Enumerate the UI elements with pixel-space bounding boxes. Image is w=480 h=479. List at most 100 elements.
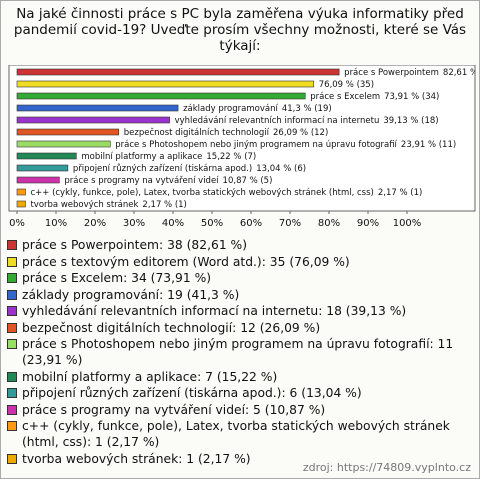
value-label: 73,91 % (34) xyxy=(384,92,439,102)
category-label: práce s Photoshopem nebo jiným programem… xyxy=(115,140,397,150)
legend-label: bezpečnost digitálních technologií: 12 (… xyxy=(22,320,321,335)
value-label: 26,09 % (12) xyxy=(273,128,328,138)
category-label: připojení různých zařízení (tiskárna apo… xyxy=(73,163,252,174)
bar xyxy=(16,80,315,88)
legend-item: bezpečnost digitálních technologií: 12 (… xyxy=(7,320,471,336)
legend-label: práce s Excelem: 34 (73,91 %) xyxy=(22,271,212,285)
category-label: vyhledávání relevantních informací na in… xyxy=(175,116,380,126)
category-label: bezpečnost digitálních technologií xyxy=(124,127,270,138)
bar-label: práce s Photoshopem nebo jiným programem… xyxy=(115,140,456,150)
x-tick-label: 20% xyxy=(84,218,106,229)
legend-swatch xyxy=(7,322,17,333)
bar-label: 76,09 % (35) xyxy=(319,80,374,90)
bar xyxy=(16,92,306,100)
category-label: základy programování xyxy=(183,104,278,114)
legend-swatch xyxy=(7,256,17,267)
bar-label: vyhledávání relevantních informací na in… xyxy=(175,116,439,126)
bar xyxy=(16,68,340,76)
source: zdroj: https://74809.vyplnto.cz xyxy=(302,461,471,474)
value-label: 10,87 % (5) xyxy=(223,176,273,186)
legend-item: práce s Photoshopem nebo jiným programem… xyxy=(7,336,471,368)
legend-item: práce s textovým editorem (Word atd.): 3… xyxy=(7,254,471,270)
plot-area xyxy=(8,65,476,212)
value-label: 39,13 % (18) xyxy=(383,116,438,126)
legend-item: mobilní platformy a aplikace: 7 (15,22 %… xyxy=(7,369,471,385)
legend-swatch xyxy=(7,306,17,316)
value-label: 15,22 % (7) xyxy=(206,152,256,162)
legend: práce s Powerpointem: 38 (82,61 %) práce … xyxy=(7,237,471,467)
legend-swatch xyxy=(7,240,17,250)
legend-swatch xyxy=(7,388,17,398)
legend-swatch xyxy=(7,404,17,415)
x-tick-label: 40% xyxy=(162,218,184,229)
bar xyxy=(16,152,77,160)
bar-label: práce s programy na vytváření videí 10,87… xyxy=(64,176,272,186)
legend-item: tvorba webových stránek: 1 (2,17 %) xyxy=(7,451,471,467)
legend-item: práce s Powerpointem: 38 (82,61 %) xyxy=(7,237,471,253)
bar-label: mobilní platformy a aplikace 15,22 % (7) xyxy=(81,152,256,162)
category-label: tvorba webových stránek xyxy=(30,200,138,210)
bar xyxy=(16,104,179,112)
bar xyxy=(16,200,26,208)
x-tick-label: 0% xyxy=(9,218,25,229)
x-tick-label: 50% xyxy=(201,218,223,229)
legend-swatch xyxy=(7,453,17,464)
x-tick-label: 100% xyxy=(393,218,422,229)
legend-item: vyhledávání relevantních informací na in… xyxy=(7,303,471,319)
legend-label: základy programování: 19 (41,3 %) xyxy=(22,287,240,302)
chart-title: Na jaké činnosti práce s PC byla zaměřen… xyxy=(13,6,467,54)
legend-label: práce s Powerpointem: 38 (82,61 %) xyxy=(22,238,248,252)
legend-swatch xyxy=(7,273,17,283)
x-tick-label: 90% xyxy=(357,218,379,229)
x-tick-label: 10% xyxy=(45,218,67,229)
bar-label: c++ (cykly, funkce, pole), Latex, tvorba… xyxy=(30,188,422,198)
category-label: práce s Excelem xyxy=(310,92,380,102)
bar xyxy=(16,164,69,172)
chart: práce s Powerpointem 82,61 % (38) 76,09 % … xyxy=(8,65,480,229)
legend-item: c++ (cykly, funkce, pole), Latex, tvorba… xyxy=(7,418,471,450)
legend-swatch xyxy=(7,371,17,382)
legend-label: mobilní platformy a aplikace: 7 (15,22 %… xyxy=(22,369,278,384)
value-label: 2,17 % (1) xyxy=(378,188,422,198)
bar-label: tvorba webových stránek 2,17 % (1) xyxy=(30,200,186,210)
legend-label: tvorba webových stránek: 1 (2,17 %) xyxy=(22,451,251,466)
legend-item: připojení různých zařízení (tiskárna apo… xyxy=(7,385,471,401)
category-label: c++ (cykly, funkce, pole), Latex, tvorba… xyxy=(30,188,373,198)
bar-label: základy programování 41,3 % (19) xyxy=(183,104,332,114)
value-label: 82,61 % (38) xyxy=(443,68,480,78)
bar-label: bezpečnost digitálních technologií 26,09 … xyxy=(124,127,329,138)
x-tick-label: 30% xyxy=(123,218,145,229)
legend-label: práce s Photoshopem nebo jiným programem… xyxy=(22,337,454,367)
category-label: práce s programy na vytváření videí xyxy=(64,176,219,186)
bar xyxy=(16,128,120,136)
legend-item: práce s Excelem: 34 (73,91 %) xyxy=(7,270,471,286)
bar xyxy=(16,116,170,124)
bar xyxy=(16,188,26,196)
legend-swatch xyxy=(7,421,17,431)
value-label: 41,3 % (19) xyxy=(282,104,332,114)
category-label: mobilní platformy a aplikace xyxy=(81,152,202,162)
legend-item: základy programování: 19 (41,3 %) xyxy=(7,287,471,303)
legend-label: práce s programy na vytváření videí: 5 (… xyxy=(22,402,326,417)
x-tick-label: 70% xyxy=(279,218,301,229)
bar-label: práce s Powerpointem 82,61 % (38) xyxy=(344,68,480,78)
x-tick-label: 80% xyxy=(318,218,340,229)
legend-label: vyhledávání relevantních informací na in… xyxy=(22,304,407,318)
legend-label: připojení různých zařízení (tiskárna apo… xyxy=(22,386,362,400)
legend-swatch xyxy=(7,289,17,300)
bar-label: připojení různých zařízení (tiskárna apo… xyxy=(73,163,306,174)
bar xyxy=(16,176,60,184)
legend-item: práce s programy na vytváření videí: 5 (… xyxy=(7,402,471,418)
bar-label: práce s Excelem 73,91 % (34) xyxy=(310,92,439,102)
legend-swatch xyxy=(7,339,17,349)
x-tick-label: 60% xyxy=(240,218,262,229)
value-label: 76,09 % (35) xyxy=(319,80,374,90)
bars: práce s Powerpointem 82,61 % (38) 76,09 % … xyxy=(16,68,480,210)
category-label: práce s Powerpointem xyxy=(344,68,439,78)
legend-label: práce s textovým editorem (Word atd.): 3… xyxy=(22,254,350,269)
legend-label: c++ (cykly, funkce, pole), Latex, tvorba… xyxy=(22,419,450,449)
value-label: 13,04 % (6) xyxy=(256,164,306,174)
value-label: 2,17 % (1) xyxy=(142,200,186,210)
value-label: 23,91 % (11) xyxy=(401,140,456,150)
